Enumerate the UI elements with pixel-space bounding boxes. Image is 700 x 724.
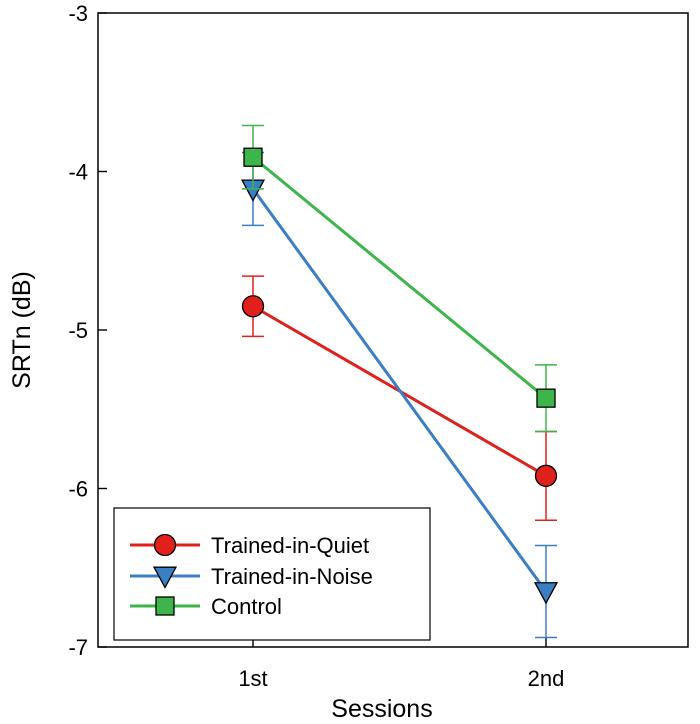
x-axis-title: Sessions — [331, 695, 432, 723]
y-tick-label: -6 — [68, 477, 88, 502]
y-axis-ticks: -3 -4 -5 -6 -7 — [68, 1, 107, 660]
series-line — [252, 156, 547, 400]
series-line — [251, 188, 548, 593]
data-point — [533, 582, 559, 605]
y-tick-label: -4 — [68, 160, 88, 185]
y-tick-label: -7 — [68, 635, 88, 660]
legend-label: Control — [211, 594, 282, 619]
y-tick-label: -5 — [68, 318, 88, 343]
legend-marker — [152, 566, 178, 589]
data-point — [534, 464, 558, 487]
data-point — [241, 295, 265, 318]
legend-marker — [153, 533, 177, 557]
x-tick-label: 2nd — [528, 666, 565, 691]
data-point — [243, 147, 263, 167]
x-tick-label: 1st — [238, 666, 267, 691]
legend-label: Trained-in-Noise — [211, 564, 373, 589]
legend-entries: Trained-in-Quiet Trained-in-Noise Control — [130, 533, 373, 619]
legend-item: Trained-in-Quiet — [130, 533, 369, 558]
y-tick-label: -3 — [68, 1, 88, 26]
legend-item: Trained-in-Noise — [130, 564, 373, 589]
y-axis-title: SRTn (dB) — [8, 271, 36, 389]
legend: Trained-in-Quiet Trained-in-Noise Control — [113, 507, 431, 641]
x-axis-ticks: 1st 2nd — [238, 638, 564, 691]
series-control — [242, 124, 557, 433]
legend-marker — [155, 596, 175, 616]
series-layer — [240, 124, 559, 639]
legend-item: Control — [130, 594, 282, 619]
data-point — [536, 388, 556, 408]
legend-label: Trained-in-Quiet — [211, 533, 369, 558]
